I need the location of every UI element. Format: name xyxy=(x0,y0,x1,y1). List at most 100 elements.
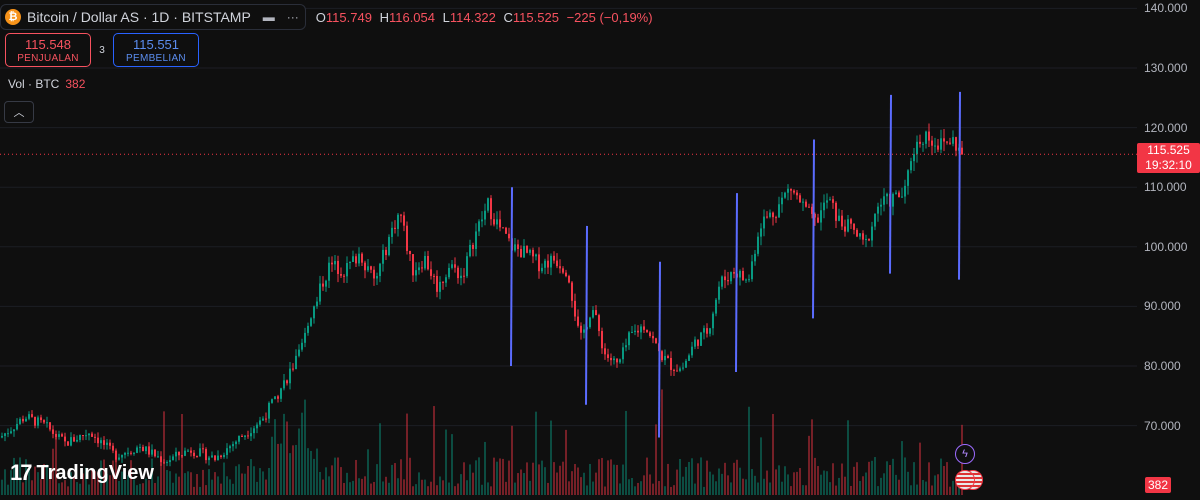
volume-bar xyxy=(856,462,858,495)
symbol-box[interactable]: ₿ Bitcoin / Dollar AS · 1D · BITSTAMP ▬ … xyxy=(0,4,306,30)
volume-bar xyxy=(478,457,480,495)
volume-bar xyxy=(862,476,864,495)
volume-bar xyxy=(430,481,432,495)
volume-bar xyxy=(52,448,54,495)
volume-bar xyxy=(82,473,84,495)
candle-body xyxy=(496,219,498,225)
candle-body xyxy=(166,462,168,464)
vertical-marker xyxy=(585,225,588,405)
volume-bar xyxy=(73,476,75,495)
candle-body xyxy=(157,456,159,458)
candle-body xyxy=(817,217,819,223)
candle-body xyxy=(607,354,609,358)
grid-lines xyxy=(0,7,1137,427)
candle-body xyxy=(796,192,798,196)
compare-icon[interactable]: ▬ xyxy=(262,10,275,24)
candle-body xyxy=(238,435,240,442)
collapse-chevron-icon[interactable]: ︿ xyxy=(4,101,34,123)
candle-body xyxy=(457,267,459,279)
candle-body xyxy=(49,422,51,430)
candle-body xyxy=(937,145,939,150)
candle-body xyxy=(100,440,102,444)
volume-bar xyxy=(136,485,138,495)
candle-body xyxy=(289,368,291,384)
candle-body xyxy=(7,433,9,435)
candle-body xyxy=(751,261,753,280)
volume-bar xyxy=(595,472,597,495)
candle-body xyxy=(847,219,849,232)
candle-body xyxy=(925,131,927,144)
volume-bar xyxy=(376,464,378,495)
candle-body xyxy=(727,280,729,282)
candle-body xyxy=(634,330,636,332)
volume-bar xyxy=(814,457,816,495)
volume-bar xyxy=(205,485,207,495)
volume-bar xyxy=(388,482,390,495)
candle-body xyxy=(184,450,186,456)
volume-bar xyxy=(265,479,267,495)
candle-body xyxy=(169,460,171,463)
candle-body xyxy=(115,450,117,460)
volume-bar xyxy=(445,429,447,495)
lightning-event-icon[interactable]: ϟ xyxy=(955,444,975,464)
volume-bar xyxy=(568,481,570,495)
volume-bar xyxy=(172,482,174,495)
candle-body xyxy=(928,131,930,141)
volume-bar xyxy=(199,486,201,495)
volume-bar xyxy=(865,472,867,495)
candle-body xyxy=(700,332,702,346)
volume-bar xyxy=(886,461,888,495)
volume-bar xyxy=(277,443,279,495)
volume-bar xyxy=(694,483,696,495)
volume-bar xyxy=(574,464,576,495)
candle-body xyxy=(610,357,612,361)
volume-bar xyxy=(748,406,750,495)
buy-button[interactable]: 115.551 PEMBELIAN xyxy=(113,33,199,67)
volume-bar xyxy=(232,483,234,495)
candle-body xyxy=(235,441,237,445)
volume-bar xyxy=(250,459,252,495)
candle-body xyxy=(142,446,144,452)
volume-bar xyxy=(829,482,831,495)
vertical-marker xyxy=(812,139,815,319)
volume-bar xyxy=(838,477,840,495)
candle-body xyxy=(667,355,669,359)
volume-bar xyxy=(850,485,852,495)
candle-body xyxy=(253,428,255,434)
volume-bar xyxy=(826,471,828,495)
volume-bar xyxy=(505,481,507,495)
volume-bar xyxy=(28,468,30,495)
candle-body xyxy=(472,244,474,249)
candle-body xyxy=(859,233,861,237)
candle-body xyxy=(787,188,789,193)
more-icon[interactable]: ··· xyxy=(286,10,299,24)
candle-body xyxy=(649,332,651,336)
volume-bar xyxy=(22,482,24,495)
candle-body xyxy=(292,368,294,370)
candle-body xyxy=(385,249,387,256)
candle-body xyxy=(718,286,720,300)
candle-body xyxy=(10,431,12,434)
volume-bar xyxy=(697,463,699,495)
candle-body xyxy=(19,418,21,424)
candle-body xyxy=(328,262,330,281)
candle-body xyxy=(652,335,654,339)
volume-bar xyxy=(793,472,795,495)
candle-body xyxy=(430,269,432,276)
volume-bar xyxy=(121,471,123,495)
candle-body xyxy=(325,280,327,287)
volume-bar xyxy=(721,473,723,495)
candle-body xyxy=(523,245,525,258)
volume-bar xyxy=(157,476,159,495)
volume-bar xyxy=(487,482,489,495)
sell-button[interactable]: 115.548 PENJUALAN xyxy=(5,33,91,67)
candle-body xyxy=(484,210,486,220)
us-event-flags[interactable] xyxy=(955,470,983,490)
candle-body xyxy=(46,422,48,424)
candle-body xyxy=(862,233,864,240)
volume-bar xyxy=(49,476,51,495)
candle-body xyxy=(346,263,348,277)
volume-bar xyxy=(844,476,846,495)
candle-body xyxy=(934,145,936,147)
